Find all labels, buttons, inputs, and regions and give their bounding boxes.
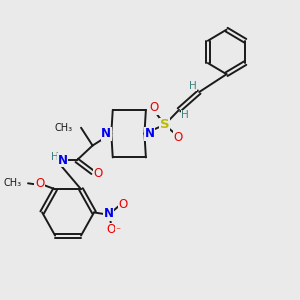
Text: ⁻: ⁻ <box>115 227 120 237</box>
Text: H: H <box>189 80 197 91</box>
Text: S: S <box>160 118 169 131</box>
Text: O: O <box>107 224 116 236</box>
Text: N: N <box>103 207 113 220</box>
Text: O: O <box>173 131 183 144</box>
Text: CH₃: CH₃ <box>55 123 73 133</box>
Text: H: H <box>182 110 189 120</box>
Text: O: O <box>149 101 158 114</box>
Text: O: O <box>118 198 128 211</box>
Text: H: H <box>51 152 59 162</box>
Text: O: O <box>35 177 44 190</box>
Text: N: N <box>145 127 154 140</box>
Text: N: N <box>58 154 68 167</box>
Text: CH₃: CH₃ <box>4 178 22 188</box>
Text: N: N <box>101 127 111 140</box>
Text: O: O <box>94 167 103 180</box>
